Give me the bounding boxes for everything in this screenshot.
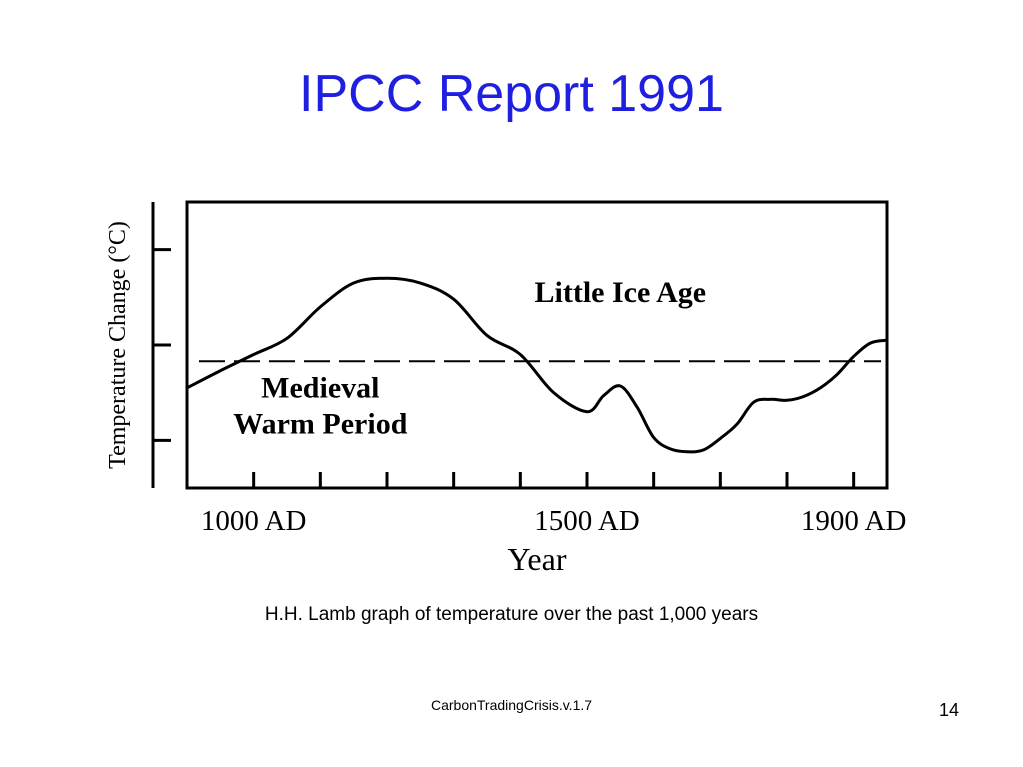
annotation-line: Little Ice Age [535, 276, 707, 309]
chart-frame [151, 200, 889, 490]
annotation-line: Medieval [261, 371, 379, 404]
series-line [185, 276, 889, 454]
plot-border [185, 200, 889, 490]
figure-caption: H.H. Lamb graph of temperature over the … [264, 604, 759, 625]
x-axis-label: Year [508, 541, 567, 577]
x-tick-label: 1500 AD [534, 505, 640, 537]
chart-svg: 1000 AD 1500 AD 1900 AD Little Ice Age Medi… [105, 200, 907, 577]
y-axis-label: Temperature Change (°C) [105, 221, 131, 469]
footer-text: CarbonTradingCrisis.v.1.7 [430, 697, 593, 713]
chart-annotations: Little Ice Age Medieval Warm Period [233, 276, 706, 440]
temperature-chart: 1000 AD 1500 AD 1900 AD Little Ice Age Medi… [95, 180, 910, 580]
slide-title: IPCC Report 1991 [299, 65, 724, 123]
chart-annotation: Medieval Warm Period [233, 371, 407, 440]
x-tick-label: 1900 AD [801, 505, 907, 537]
chart-ticks [153, 248, 856, 488]
chart-labels: 1000 AD 1500 AD 1900 AD [201, 505, 907, 537]
x-tick-label: 1000 AD [201, 505, 307, 537]
chart-annotation: Little Ice Age [535, 276, 707, 309]
page-number: 14 [938, 700, 960, 720]
annotation-line: Warm Period [233, 407, 407, 440]
